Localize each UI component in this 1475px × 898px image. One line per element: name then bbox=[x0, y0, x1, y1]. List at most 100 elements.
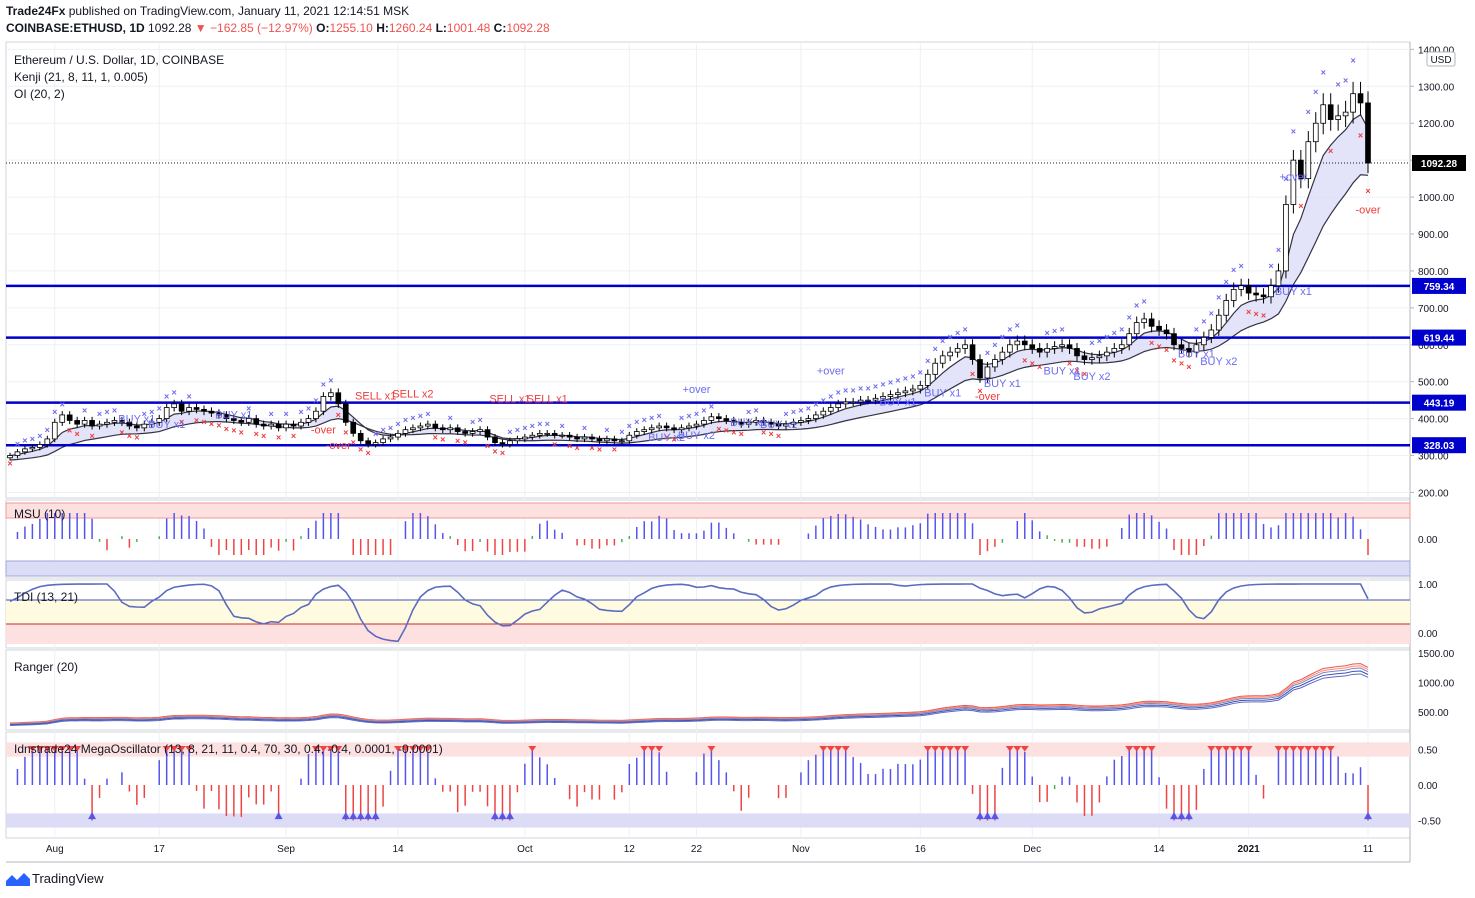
mega-sell-triangle bbox=[1229, 745, 1238, 752]
mega-sell-triangle bbox=[1125, 745, 1134, 752]
candle bbox=[1126, 333, 1133, 346]
signal-label: SELL x2 bbox=[392, 389, 433, 401]
mega-sell-triangle bbox=[35, 745, 44, 752]
candle bbox=[1066, 344, 1073, 349]
candle bbox=[141, 423, 148, 429]
candle bbox=[693, 423, 700, 427]
psar-marker: × bbox=[1015, 320, 1020, 330]
candle bbox=[238, 420, 245, 423]
candle bbox=[51, 421, 58, 440]
candle bbox=[1365, 102, 1371, 164]
psar-marker: × bbox=[888, 378, 893, 388]
candle bbox=[148, 421, 155, 425]
candle bbox=[357, 432, 364, 442]
signal-label: +over bbox=[817, 365, 845, 377]
psar-marker: × bbox=[470, 417, 475, 427]
psar-marker: × bbox=[172, 387, 177, 397]
psar-marker: × bbox=[22, 436, 27, 446]
candle bbox=[1350, 93, 1356, 113]
ranger-line bbox=[9, 673, 1369, 726]
candle bbox=[633, 431, 640, 436]
mega-buy-triangle bbox=[498, 811, 507, 820]
psar-marker: × bbox=[612, 445, 617, 455]
psar-marker: × bbox=[366, 448, 371, 458]
psar-marker: × bbox=[254, 429, 259, 439]
candle bbox=[738, 421, 745, 425]
psar-marker: × bbox=[970, 369, 975, 379]
signal-label: BUY x2 bbox=[648, 432, 685, 444]
candle bbox=[1335, 115, 1341, 120]
candle bbox=[857, 399, 864, 403]
psar-marker: × bbox=[477, 415, 482, 425]
y-tick-label: 1300.00 bbox=[1418, 82, 1455, 93]
psar-marker: × bbox=[754, 405, 759, 415]
mega-sell-triangle bbox=[1207, 745, 1216, 752]
candle bbox=[313, 410, 319, 420]
psar-marker: × bbox=[709, 401, 714, 411]
candle bbox=[402, 429, 409, 434]
psar-marker: × bbox=[216, 421, 221, 431]
candle bbox=[895, 392, 901, 396]
psar-marker: × bbox=[418, 411, 423, 421]
mega-sell-triangle bbox=[946, 745, 955, 752]
tdi-legend: TDI (13, 21) bbox=[14, 590, 79, 604]
psar-marker: × bbox=[977, 386, 982, 396]
ranger-line bbox=[9, 670, 1369, 726]
candle bbox=[171, 403, 177, 408]
candle bbox=[410, 427, 416, 431]
psar-marker: × bbox=[1239, 261, 1244, 271]
psar-marker: × bbox=[604, 425, 609, 435]
signal-label: BUY x1 bbox=[730, 417, 767, 429]
mega-sell-triangle bbox=[326, 745, 335, 752]
psar-marker: × bbox=[1149, 338, 1154, 348]
psar-marker: × bbox=[1343, 75, 1348, 85]
mega-sell-triangle bbox=[1311, 745, 1320, 752]
ranger-y-label: 1000.00 bbox=[1418, 679, 1455, 690]
candle bbox=[514, 438, 521, 442]
candle bbox=[648, 427, 655, 431]
psar-marker: × bbox=[1365, 186, 1370, 196]
psar-marker: × bbox=[530, 421, 535, 431]
mega-sell-triangle bbox=[177, 745, 186, 752]
ranger-y-label: 500.00 bbox=[1418, 708, 1449, 719]
ranger-line bbox=[9, 663, 1369, 724]
mega-buy-triangle bbox=[990, 811, 999, 820]
psar-marker: × bbox=[619, 427, 624, 437]
psar-marker: × bbox=[1298, 201, 1303, 211]
mega-sell-triangle bbox=[334, 745, 343, 752]
candle bbox=[1208, 329, 1215, 338]
candle bbox=[768, 421, 774, 425]
mega-sell-triangle bbox=[961, 745, 970, 752]
psar-marker: × bbox=[298, 407, 303, 417]
psar-marker: × bbox=[224, 424, 229, 434]
candle bbox=[290, 423, 297, 427]
psar-marker: × bbox=[925, 356, 930, 366]
y-tick-label: 1400.00 bbox=[1418, 45, 1455, 56]
tdi-line bbox=[9, 583, 1369, 643]
mega-sell-triangle bbox=[170, 745, 179, 752]
psar-marker: × bbox=[731, 427, 736, 437]
footer-brand[interactable]: TradingView bbox=[32, 871, 104, 886]
candle bbox=[835, 403, 842, 408]
candle bbox=[626, 434, 633, 442]
mega-y-label: -0.50 bbox=[1418, 817, 1441, 828]
candle bbox=[842, 401, 849, 405]
x-tick-label: Dec bbox=[1023, 844, 1041, 855]
candle bbox=[790, 421, 797, 425]
tdi-mid-zone bbox=[6, 600, 1410, 624]
psar-marker: × bbox=[82, 405, 87, 415]
x-tick-label: 17 bbox=[154, 844, 166, 855]
candle bbox=[320, 396, 327, 412]
candle bbox=[872, 397, 879, 401]
psar-marker: × bbox=[321, 380, 326, 390]
signal-label: BUY x1 bbox=[118, 413, 155, 425]
candle bbox=[462, 431, 468, 434]
psar-marker: × bbox=[1358, 130, 1363, 140]
mega-sell-triangle bbox=[640, 745, 649, 752]
psar-marker: × bbox=[104, 407, 109, 417]
signal-label: BUY x2 bbox=[1073, 371, 1110, 383]
candle bbox=[850, 401, 856, 404]
psar-marker: × bbox=[127, 431, 132, 441]
psar-marker: × bbox=[776, 431, 781, 441]
